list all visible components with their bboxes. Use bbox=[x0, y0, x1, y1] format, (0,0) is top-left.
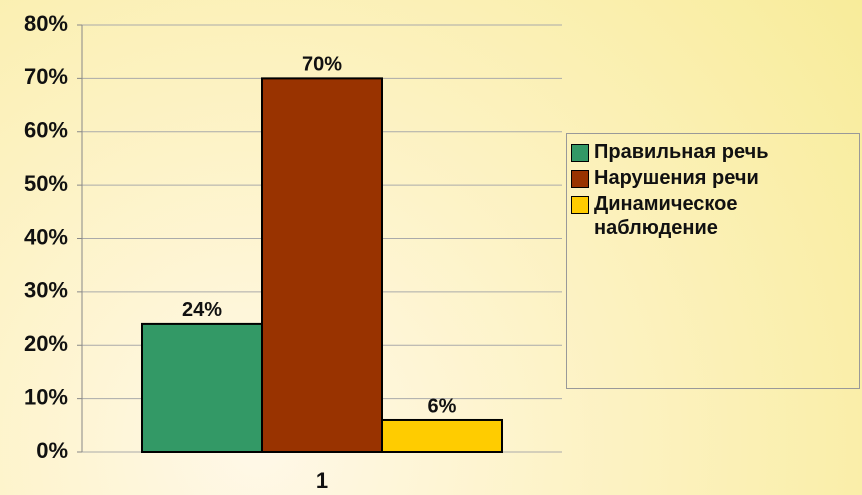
legend-item: Динамическое наблюдение bbox=[571, 192, 855, 240]
legend-item: Нарушения речи bbox=[571, 166, 855, 190]
y-tick-label: 30% bbox=[24, 278, 68, 303]
bar bbox=[262, 78, 382, 452]
value-label: 6% bbox=[428, 395, 457, 417]
legend-label: Правильная речь bbox=[594, 140, 834, 164]
y-tick-label: 50% bbox=[24, 171, 68, 196]
y-tick-label: 80% bbox=[24, 11, 68, 36]
y-tick-label: 40% bbox=[24, 224, 68, 249]
y-tick-label: 10% bbox=[24, 384, 68, 409]
legend-label: Динамическое наблюдение bbox=[594, 192, 834, 240]
value-label: 24% bbox=[182, 299, 222, 321]
value-label: 70% bbox=[302, 54, 342, 76]
bar bbox=[142, 324, 262, 452]
legend-swatch bbox=[571, 196, 589, 214]
y-tick-label: 20% bbox=[24, 331, 68, 356]
bar bbox=[382, 420, 502, 452]
x-tick-label: 1 bbox=[316, 468, 328, 493]
chart: 0% 10% 20% 30% 40% 50% 60% 70% 80% 1 24% 70% 6% Прав… bbox=[0, 0, 862, 495]
y-tick-label: 0% bbox=[36, 438, 68, 463]
legend-swatch bbox=[571, 170, 589, 188]
y-tick-label: 70% bbox=[24, 64, 68, 89]
y-tick-label: 60% bbox=[24, 118, 68, 143]
legend-swatch bbox=[571, 144, 589, 162]
legend-label: Нарушения речи bbox=[594, 166, 834, 190]
legend-item: Правильная речь bbox=[571, 140, 855, 164]
